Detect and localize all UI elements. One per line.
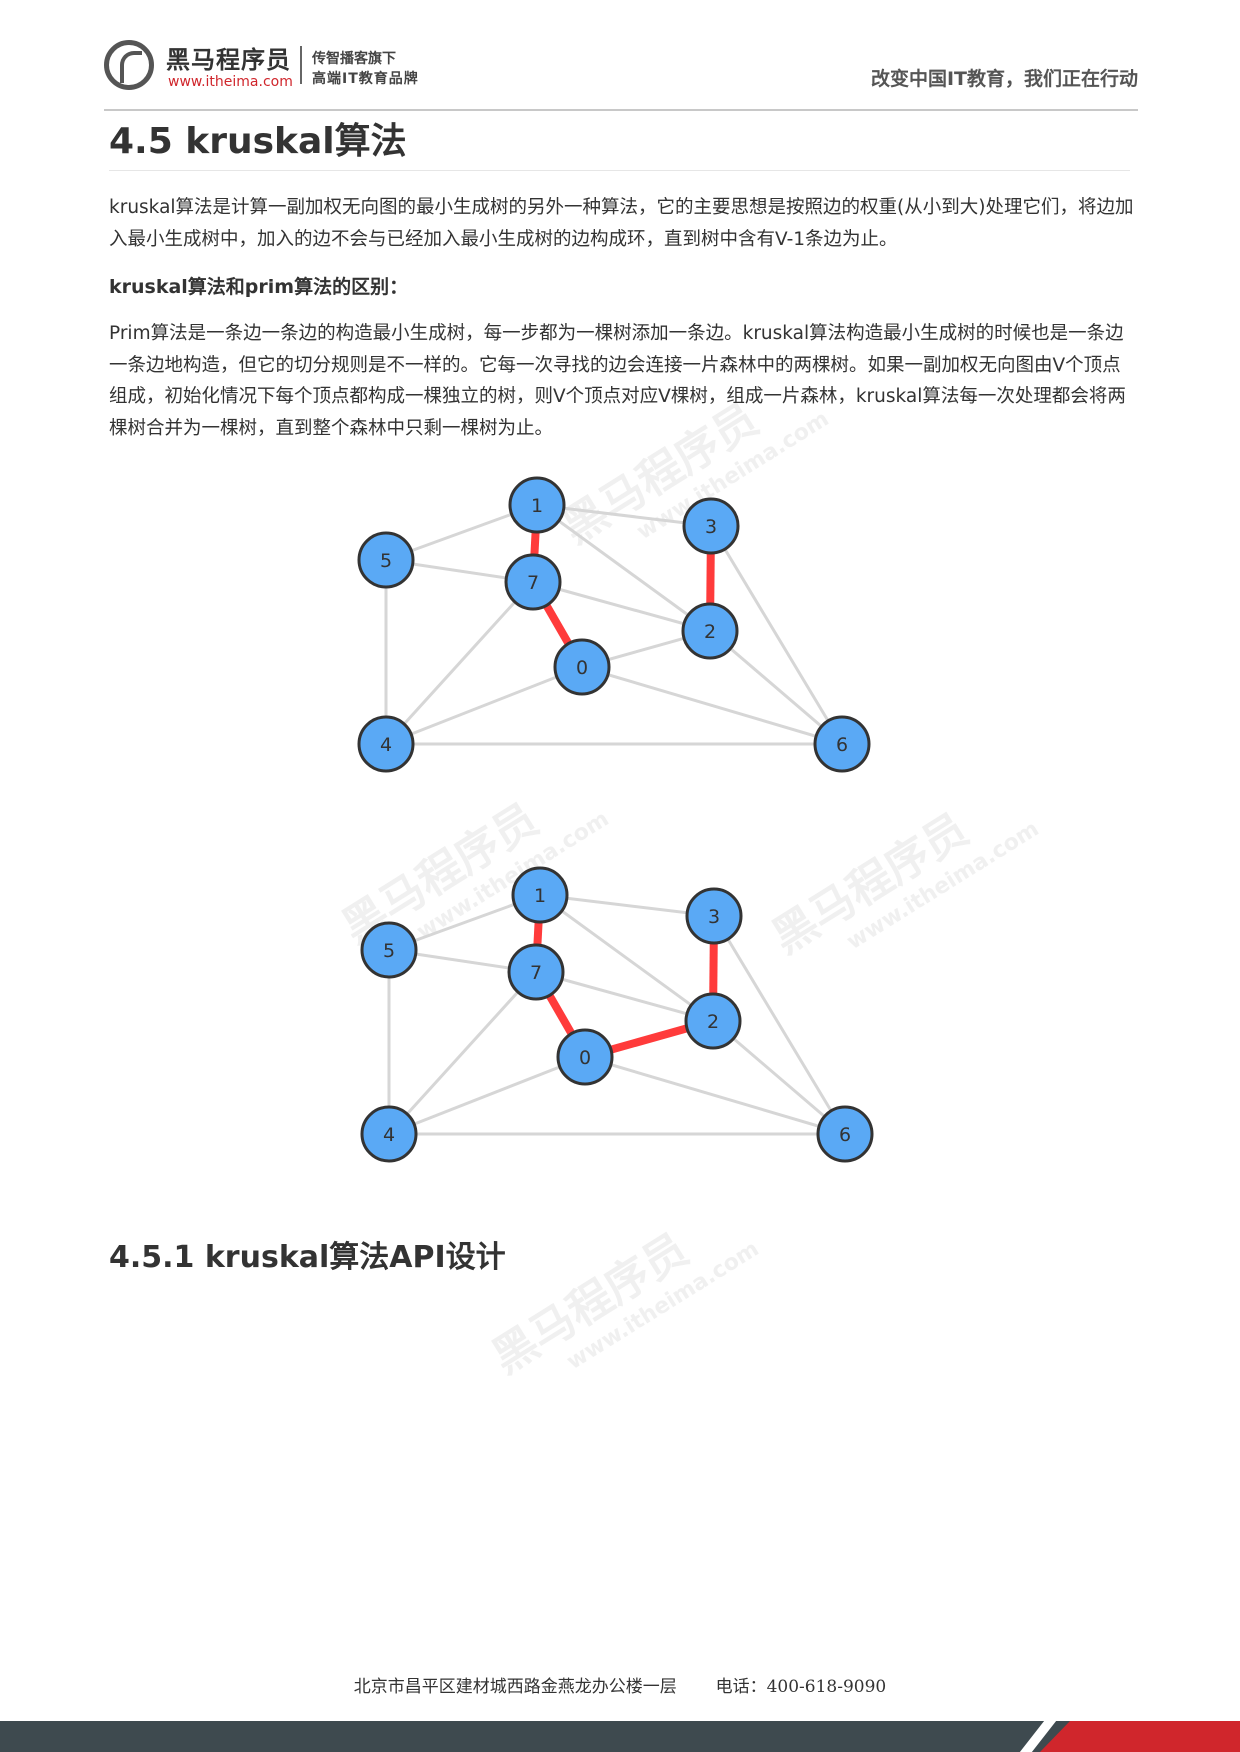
footer-phone-label: 电话： — [715, 1677, 767, 1697]
header-tagline: 改变中国IT教育，我们正在行动 — [870, 68, 1138, 90]
graph-node-5-before — [357, 531, 415, 589]
graph-node-label-5-after: 5 — [383, 940, 395, 962]
graph-node-label-1-before: 1 — [531, 495, 543, 517]
graph-node-0-before — [553, 638, 611, 696]
graph-node-label-2-after: 2 — [707, 1011, 719, 1033]
header-divider — [104, 109, 1138, 111]
graph-node-2-after — [684, 992, 742, 1050]
watermark: 黑马程序员 www.itheima.com — [483, 1224, 764, 1384]
graph-edge-0-6-before — [581, 665, 843, 746]
graph-node-label-7-after: 7 — [530, 962, 542, 984]
brand-url: www.itheima.com — [168, 74, 293, 90]
intro-paragraph: kruskal算法是计算一副加权无向图的最小生成树的另外一种算法，它的主要思想是… — [109, 197, 1134, 250]
footer-accent — [1040, 1721, 1240, 1752]
logo-divider — [300, 46, 302, 84]
graph-edge-1-2-after — [539, 893, 714, 1023]
graph-node-label-3-before: 3 — [705, 516, 717, 538]
graph-node-label-5-before: 5 — [380, 550, 392, 572]
subsection-title: 4.5.1 kruskal算法API设计 — [109, 1240, 506, 1275]
graph-node-label-7-before: 7 — [527, 572, 539, 594]
graph-node-5-after — [360, 921, 418, 979]
graph-edge-1-3-after — [539, 893, 715, 918]
graph-node-6-after — [816, 1105, 874, 1163]
graph-node-label-6-before: 6 — [836, 734, 848, 756]
graph-edge-7-4-before — [384, 580, 535, 746]
graph-edge-7-4-after — [387, 970, 538, 1136]
horse-logo-icon — [104, 40, 154, 90]
page-header: 黑马程序员 www.itheima.com 传智播客旗下 高端IT教育品牌 改变… — [104, 38, 1138, 110]
footer-contact: 北京市昌平区建材城西路金燕龙办公楼一层 电话：400-618-9090 — [0, 1672, 1240, 1697]
section-title: 4.5 kruskal算法 — [109, 121, 407, 162]
graph-before: 0 1 2 3 4 5 6 7 — [357, 476, 871, 773]
graph-node-1-after — [511, 866, 569, 924]
graph-edge-2-6-after — [712, 1019, 846, 1136]
graph-node-0-after — [556, 1028, 614, 1086]
graph-edge-7-2-after — [535, 970, 714, 1023]
graph-node-3-after — [685, 887, 743, 945]
graph-node-label-0-before: 0 — [576, 657, 588, 679]
graph-node-label-6-after: 6 — [839, 1124, 851, 1146]
graph-node-label-2-before: 2 — [704, 621, 716, 643]
title-underline — [109, 170, 1130, 171]
graph-node-label-0-after: 0 — [579, 1047, 591, 1069]
graph-edge-3-6-after — [712, 915, 847, 1135]
graph-edge-0-4-after — [388, 1055, 586, 1136]
graph-after: 0 1 2 3 4 5 6 7 — [360, 866, 874, 1163]
graph-edge-0-4-before — [385, 665, 583, 746]
graph-edge-3-6-before — [709, 525, 844, 745]
slogan-line-2: 高端IT教育品牌 — [312, 71, 419, 87]
graph-node-3-before — [682, 497, 740, 555]
difference-paragraph: Prim算法是一条边一条边的构造最小生成树，每一步都为一棵树添加一条边。krus… — [109, 323, 1126, 439]
graph-edge-7-2-before — [532, 580, 711, 633]
graph-node-label-1-after: 1 — [534, 885, 546, 907]
graph-edge-0-6-after — [584, 1055, 846, 1136]
graph-node-2-before — [681, 602, 739, 660]
graph-edge-2-6-before — [709, 629, 843, 746]
graph-node-7-after — [507, 943, 565, 1001]
graph-node-4-after — [360, 1105, 418, 1163]
graph-node-7-before — [504, 553, 562, 611]
footer-phone: 400-618-9090 — [766, 1677, 887, 1697]
graph-node-label-3-after: 3 — [708, 906, 720, 928]
footer-address: 北京市昌平区建材城西路金燕龙办公楼一层 — [353, 1677, 677, 1697]
graph-edge-1-2-before — [536, 503, 711, 633]
graph-node-6-before — [813, 715, 871, 773]
graph-node-4-before — [357, 715, 415, 773]
graph-node-label-4-after: 4 — [383, 1124, 395, 1146]
graph-node-label-4-before: 4 — [380, 734, 392, 756]
graph-node-1-before — [508, 476, 566, 534]
slogan-line-1: 传智播客旗下 — [312, 51, 396, 67]
difference-heading: kruskal算法和prim算法的区别： — [109, 276, 409, 298]
brand-name: 黑马程序员 — [166, 46, 291, 74]
graph-edge-1-3-before — [536, 503, 712, 528]
